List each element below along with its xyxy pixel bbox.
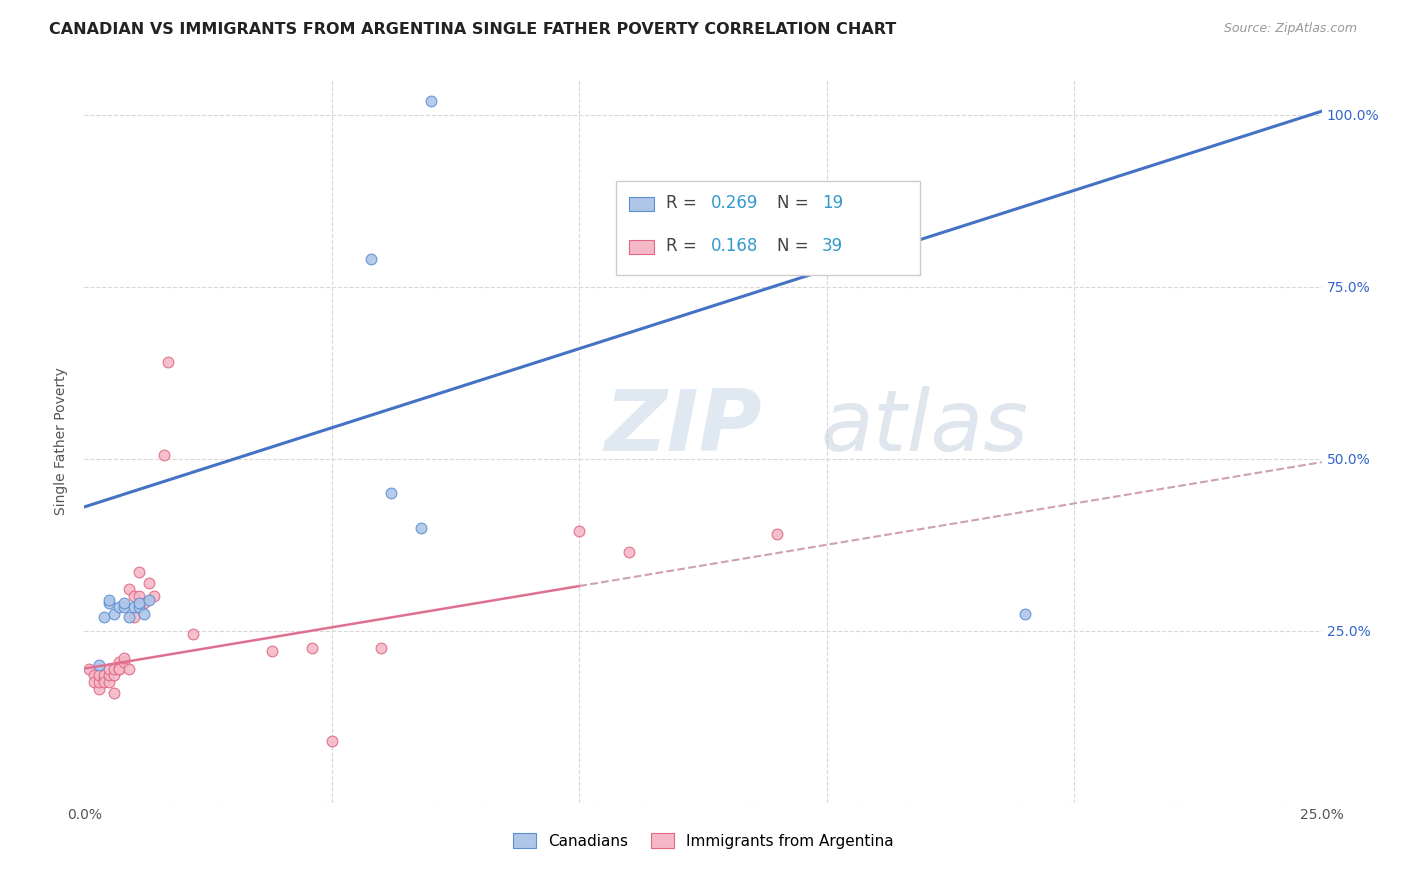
Point: [108, 655, 131, 669]
Text: 0.168: 0.168: [710, 237, 758, 255]
Point: [766, 527, 789, 541]
Point: [132, 607, 155, 621]
Point: [128, 566, 150, 580]
Point: [79, 662, 101, 676]
Point: [112, 599, 135, 614]
Text: CANADIAN VS IMMIGRANTS FROM ARGENTINA SINGLE FATHER POVERTY CORRELATION CHART: CANADIAN VS IMMIGRANTS FROM ARGENTINA SI…: [49, 22, 897, 37]
Text: ZIP: ZIP: [605, 385, 762, 468]
Point: [98, 596, 121, 610]
Text: 0.269: 0.269: [710, 194, 758, 212]
Point: [360, 252, 382, 267]
Point: [128, 596, 150, 610]
Point: [89, 682, 111, 697]
Text: N =: N =: [778, 237, 814, 255]
Bar: [628, 196, 654, 211]
Point: [93, 675, 115, 690]
Text: R =: R =: [666, 237, 702, 255]
Point: [122, 610, 145, 624]
Y-axis label: Single Father Poverty: Single Father Poverty: [55, 368, 69, 516]
Point: [89, 675, 111, 690]
Text: atlas: atlas: [821, 385, 1029, 468]
Point: [98, 662, 121, 676]
Point: [370, 640, 392, 655]
Point: [152, 448, 174, 462]
Point: [122, 599, 145, 614]
Point: [262, 644, 284, 658]
Point: [157, 355, 180, 369]
Legend: Canadians, Immigrants from Argentina: Canadians, Immigrants from Argentina: [505, 826, 901, 856]
Point: [103, 668, 125, 682]
Point: [380, 486, 402, 500]
Point: [142, 590, 165, 604]
Point: [98, 675, 121, 690]
Point: [118, 662, 141, 676]
Point: [93, 672, 115, 686]
Point: [138, 575, 160, 590]
Point: [128, 599, 150, 614]
Text: 39: 39: [821, 237, 844, 255]
Point: [98, 668, 121, 682]
Point: [93, 610, 115, 624]
Text: Source: ZipAtlas.com: Source: ZipAtlas.com: [1223, 22, 1357, 36]
Point: [138, 592, 160, 607]
Text: N =: N =: [778, 194, 814, 212]
Point: [301, 640, 323, 655]
Point: [112, 651, 135, 665]
Point: [112, 596, 135, 610]
Text: R =: R =: [666, 194, 702, 212]
Point: [89, 668, 111, 682]
Bar: [628, 240, 654, 254]
Point: [568, 524, 591, 538]
Point: [181, 627, 204, 641]
Text: 19: 19: [821, 194, 844, 212]
Point: [118, 582, 141, 597]
Point: [83, 675, 105, 690]
Point: [83, 668, 105, 682]
Point: [617, 544, 640, 558]
Point: [409, 520, 432, 534]
Point: [103, 662, 125, 676]
Point: [419, 94, 441, 108]
Point: [1014, 607, 1036, 621]
Point: [128, 590, 150, 604]
Point: [89, 658, 111, 673]
Point: [103, 686, 125, 700]
Point: [93, 668, 115, 682]
Point: [108, 599, 131, 614]
Point: [98, 592, 121, 607]
Point: [122, 590, 145, 604]
Point: [132, 596, 155, 610]
Point: [108, 662, 131, 676]
FancyBboxPatch shape: [616, 181, 920, 276]
Point: [108, 662, 131, 676]
Point: [103, 607, 125, 621]
Point: [112, 655, 135, 669]
Point: [321, 734, 343, 748]
Point: [118, 610, 141, 624]
